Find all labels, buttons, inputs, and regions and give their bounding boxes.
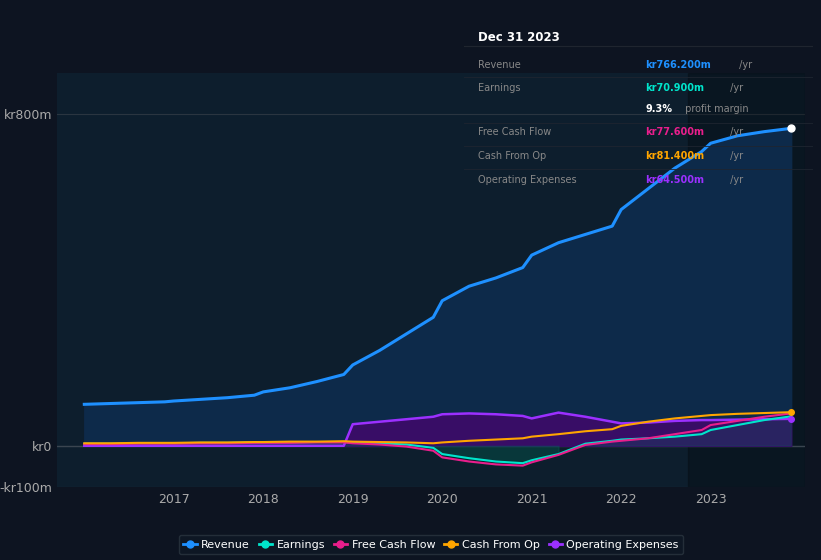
Text: Earnings: Earnings (478, 83, 521, 94)
Text: /yr: /yr (727, 83, 743, 94)
Text: Cash From Op: Cash From Op (478, 151, 546, 161)
Text: kr81.400m: kr81.400m (645, 151, 704, 161)
Text: kr77.600m: kr77.600m (645, 127, 704, 137)
Text: Free Cash Flow: Free Cash Flow (478, 127, 551, 137)
Text: kr766.200m: kr766.200m (645, 59, 711, 69)
Text: /yr: /yr (736, 59, 752, 69)
Text: 9.3%: 9.3% (645, 104, 672, 114)
Text: profit margin: profit margin (681, 104, 748, 114)
Text: /yr: /yr (727, 127, 743, 137)
Text: /yr: /yr (727, 175, 743, 185)
Text: Revenue: Revenue (478, 59, 521, 69)
Text: kr64.500m: kr64.500m (645, 175, 704, 185)
Text: /yr: /yr (727, 151, 743, 161)
Text: Operating Expenses: Operating Expenses (478, 175, 576, 185)
Text: kr70.900m: kr70.900m (645, 83, 704, 94)
Bar (688, 73, 805, 487)
Text: Dec 31 2023: Dec 31 2023 (478, 31, 560, 44)
Legend: Revenue, Earnings, Free Cash Flow, Cash From Op, Operating Expenses: Revenue, Earnings, Free Cash Flow, Cash … (179, 535, 683, 554)
